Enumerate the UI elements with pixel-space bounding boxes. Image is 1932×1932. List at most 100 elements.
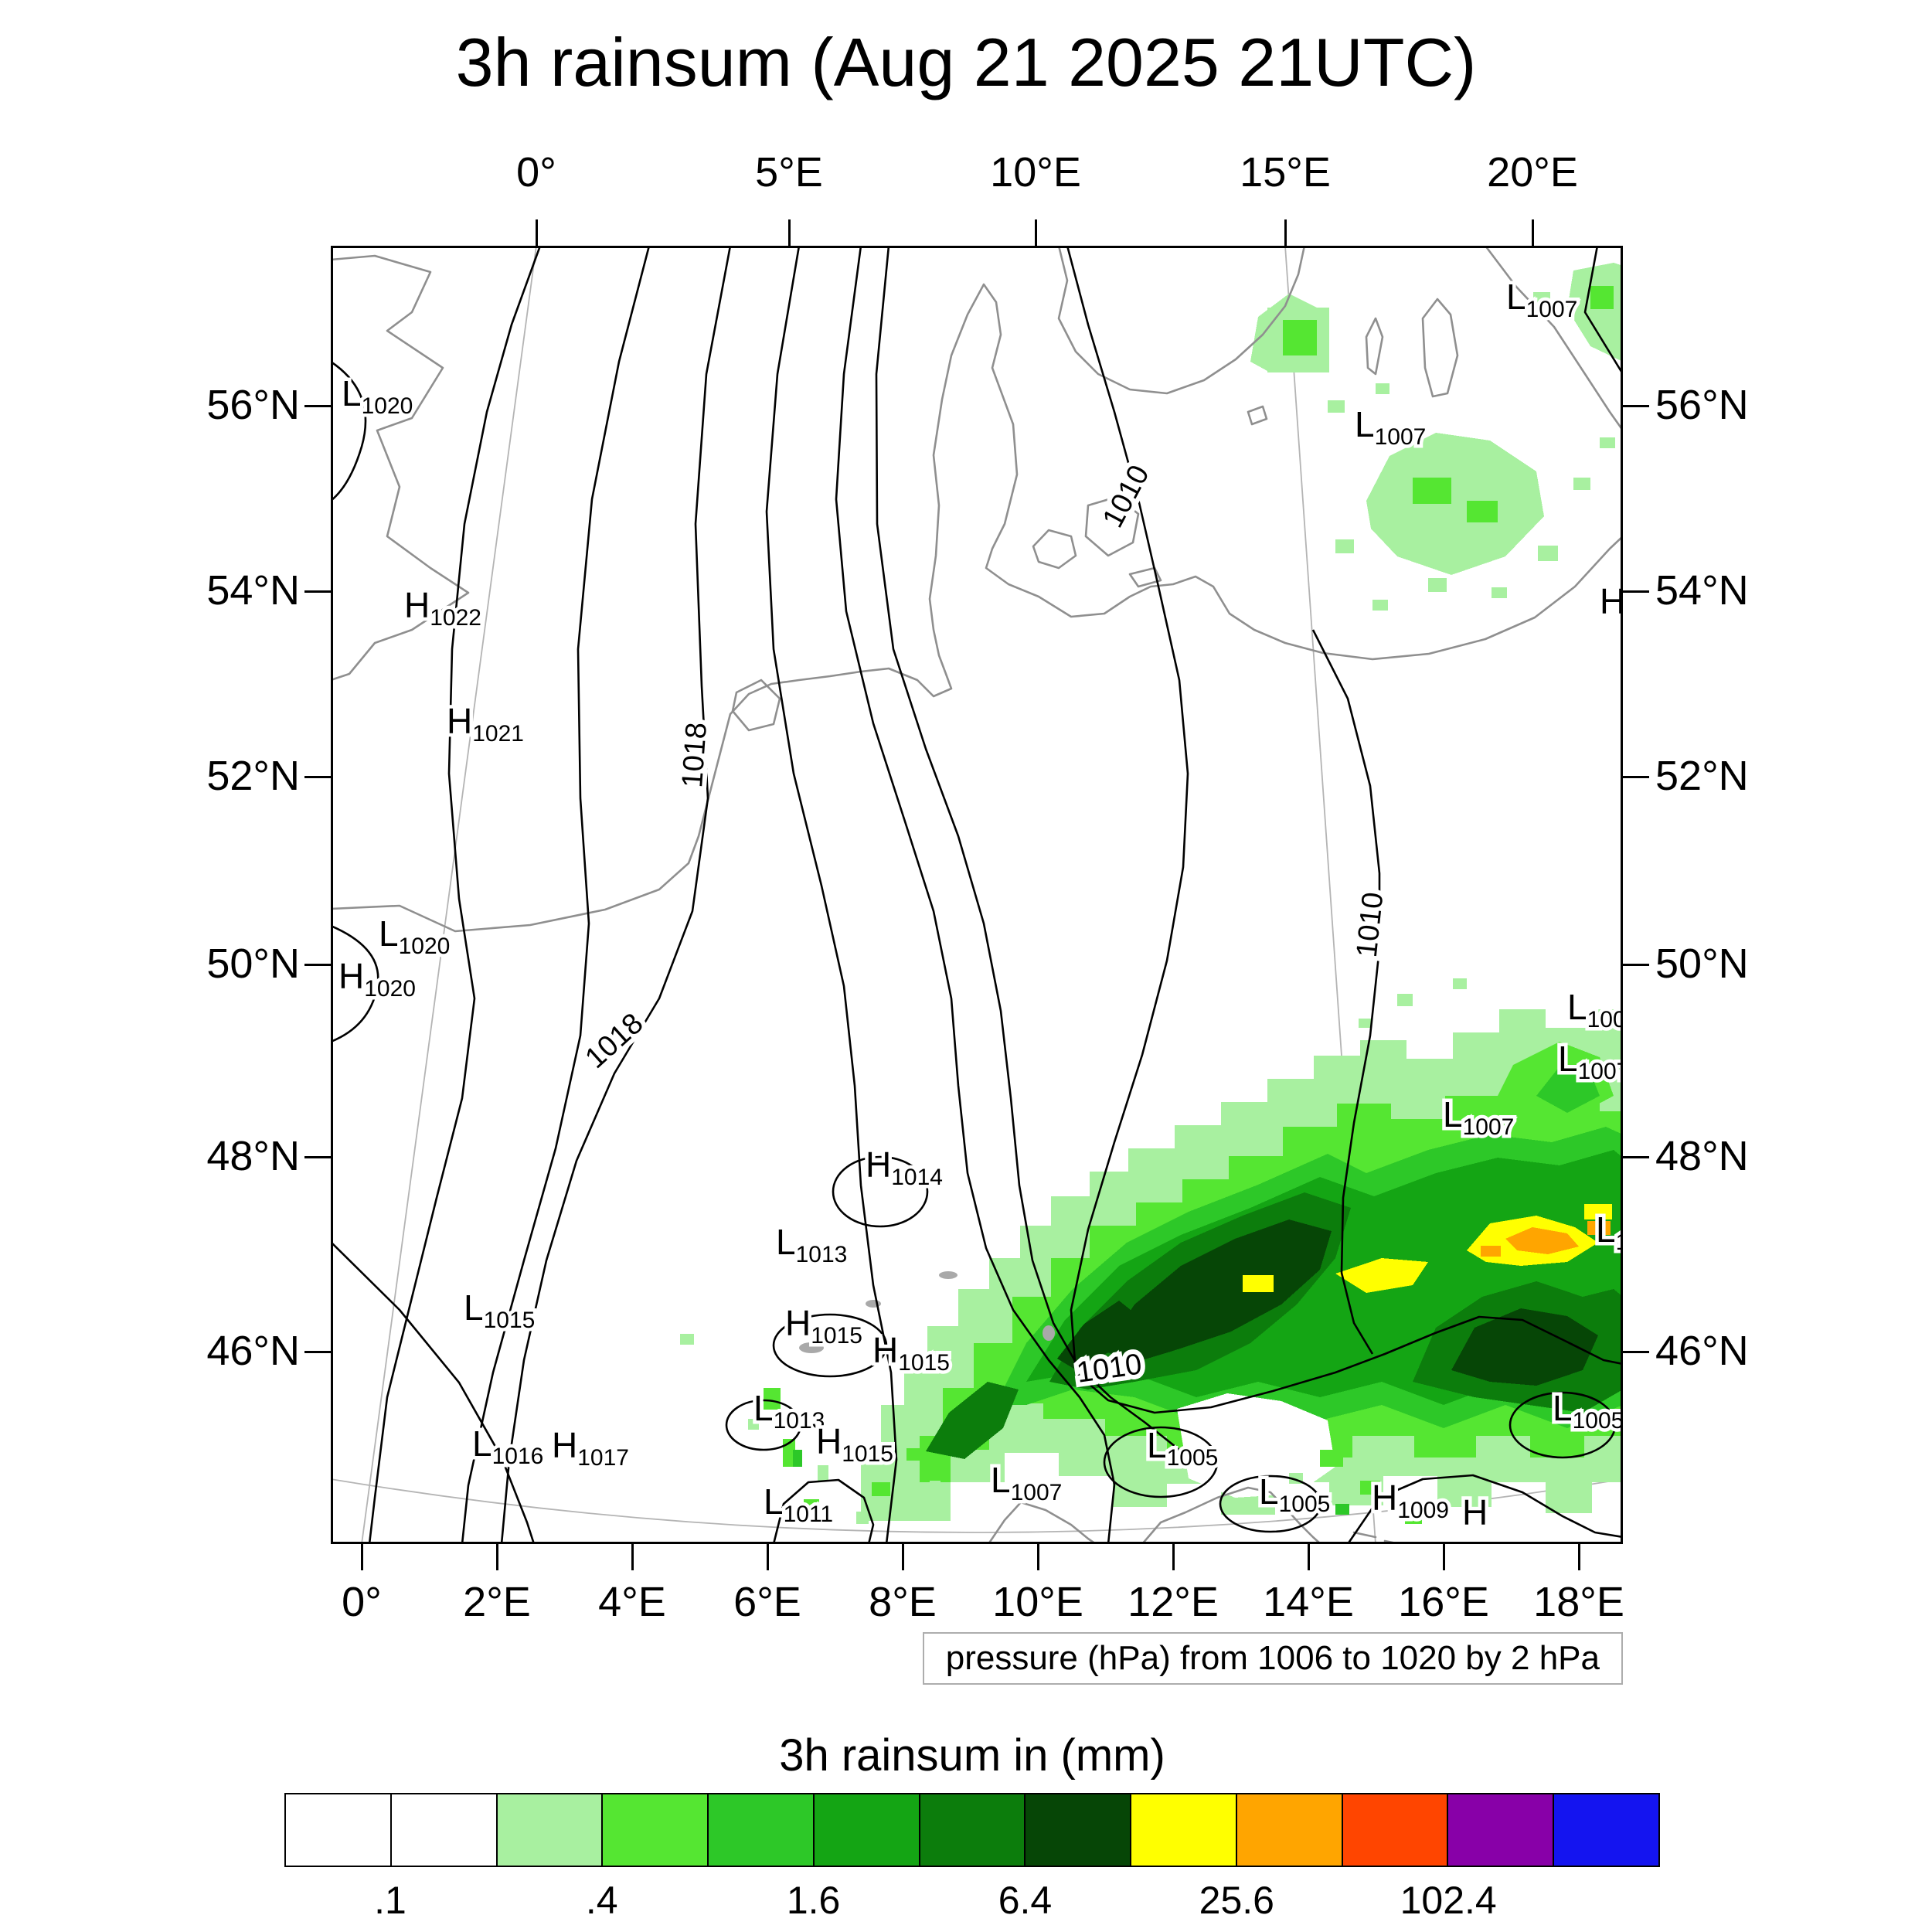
rain-patch: [1492, 587, 1507, 598]
rain-patch: [1405, 1512, 1422, 1524]
isobar: [368, 246, 542, 1544]
rain-patch: [856, 1512, 869, 1524]
isobar-value-label: 1018: [580, 1007, 650, 1075]
rain-patch: [748, 1419, 759, 1430]
top-axis-tick: [787, 219, 791, 246]
right-axis-tick: [1623, 963, 1649, 966]
coastline: [331, 283, 1623, 933]
colorbar-cell: [1131, 1794, 1237, 1866]
bottom-axis-tick: [1577, 1544, 1580, 1570]
colorbar-cell: [497, 1794, 604, 1866]
isobar: [772, 1313, 888, 1378]
bottom-axis-tick: [360, 1544, 363, 1570]
isobar-value-label: 1010: [1351, 891, 1390, 959]
pressure-center-label: H: [1462, 1492, 1488, 1532]
bottom-axis-label: 14°E: [1263, 1579, 1354, 1625]
coastline: [1247, 405, 1268, 426]
right-axis-tick: [1623, 404, 1649, 407]
isobar: [500, 246, 732, 1544]
top-axis-tick: [1034, 219, 1037, 246]
rain-patch: [1573, 478, 1590, 490]
pressure-center-label: L1013: [753, 1388, 825, 1434]
rain-patch: [1360, 1481, 1380, 1495]
isobar: [1311, 629, 1381, 1355]
isobar: [1509, 1391, 1617, 1459]
left-axis-tick: [304, 963, 331, 966]
right-axis-label: 46°N: [1655, 1327, 1749, 1374]
graticule-line: [361, 246, 537, 1544]
colorbar-tick-label: 102.4: [1400, 1879, 1497, 1922]
left-axis-tick: [304, 404, 331, 407]
left-axis-tick: [304, 1350, 331, 1353]
bottom-axis-label: 6°E: [733, 1579, 801, 1625]
isobar-value-label: 1010: [1097, 460, 1156, 532]
left-axis-label: 46°N: [206, 1327, 300, 1374]
bottom-axis-tick: [495, 1544, 498, 1570]
rain-layer: [680, 263, 1623, 1524]
pressure-center-label: L1007: [1506, 277, 1577, 322]
coastline: [1365, 317, 1384, 376]
right-axis-label: 52°N: [1655, 752, 1749, 799]
coastline: [799, 1342, 824, 1353]
colorbar-cell: [1554, 1794, 1658, 1866]
left-axis-label: 50°N: [206, 940, 300, 987]
left-axis-label: 54°N: [206, 566, 300, 614]
rain-patch: [1590, 286, 1614, 309]
right-axis-tick: [1623, 590, 1649, 593]
rain-patch: [1413, 478, 1451, 504]
colorbar-cell: [286, 1794, 392, 1866]
bottom-axis-label: 2°E: [463, 1579, 531, 1625]
pressure-center-label: L1020: [342, 373, 413, 419]
coastline: [866, 1300, 881, 1308]
rain-patch: [1505, 1227, 1579, 1254]
coastline: [1352, 1531, 1377, 1539]
rain-patch: [793, 1450, 802, 1467]
rain-patch: [1533, 292, 1550, 306]
colorbar-cell: [1342, 1794, 1449, 1866]
rain-patch: [906, 1448, 920, 1461]
bottom-axis-tick: [1036, 1544, 1039, 1570]
isobar: [765, 246, 898, 1544]
coastline: [731, 679, 781, 732]
pressure-caption-box: pressure (hPa) from 1006 to 1020 by 2 hP…: [922, 1632, 1623, 1685]
rain-patch: [1536, 1066, 1600, 1113]
pressure-center-label: H1020: [338, 956, 416, 1002]
isobar: [875, 246, 1180, 1451]
isobar: [772, 1478, 875, 1544]
rain-patch: [1372, 600, 1388, 611]
rain-patch: [1376, 383, 1389, 394]
pressure-center-label: H1015: [872, 1330, 950, 1376]
bottom-axis-label: 16°E: [1398, 1579, 1489, 1625]
rain-patch: [1328, 400, 1345, 413]
left-axis-tick: [304, 1155, 331, 1158]
rain-patch: [1366, 433, 1544, 575]
colorbar-tick-label: 25.6: [1199, 1879, 1274, 1922]
isobar: [1583, 246, 1623, 375]
bottom-axis-label: 0°: [342, 1579, 382, 1625]
rain-patch: [1335, 1258, 1428, 1293]
top-axis-label: 10°E: [990, 149, 1081, 196]
isobar: [835, 246, 1116, 1544]
isobar: [1066, 246, 1623, 1414]
colorbar-cell: [1448, 1794, 1555, 1866]
rain-patch: [1303, 360, 1317, 371]
colorbar-cell: [391, 1794, 498, 1866]
colorbar-tick-label: 1.6: [786, 1879, 841, 1922]
coastline: [1128, 566, 1162, 588]
isobar: [1219, 1475, 1322, 1533]
isobar: [461, 246, 651, 1544]
rain-patch: [1104, 1219, 1332, 1362]
rain-patch: [804, 1499, 819, 1521]
rain-patch: [680, 1334, 694, 1345]
bottom-axis-tick: [1442, 1544, 1445, 1570]
pressure-center-label: L1005: [1259, 1471, 1330, 1517]
rain-patch: [818, 1465, 828, 1481]
graticule-line: [331, 1478, 1623, 1533]
pressure-center-label: H1009: [1372, 1478, 1449, 1523]
pressure-center-label: L1013: [776, 1222, 847, 1267]
legend-title: 3h rainsum in (mm): [779, 1730, 1165, 1781]
pressure-center-label: H1015: [785, 1303, 862, 1349]
top-axis-tick: [535, 219, 538, 246]
coastline: [1484, 246, 1623, 432]
